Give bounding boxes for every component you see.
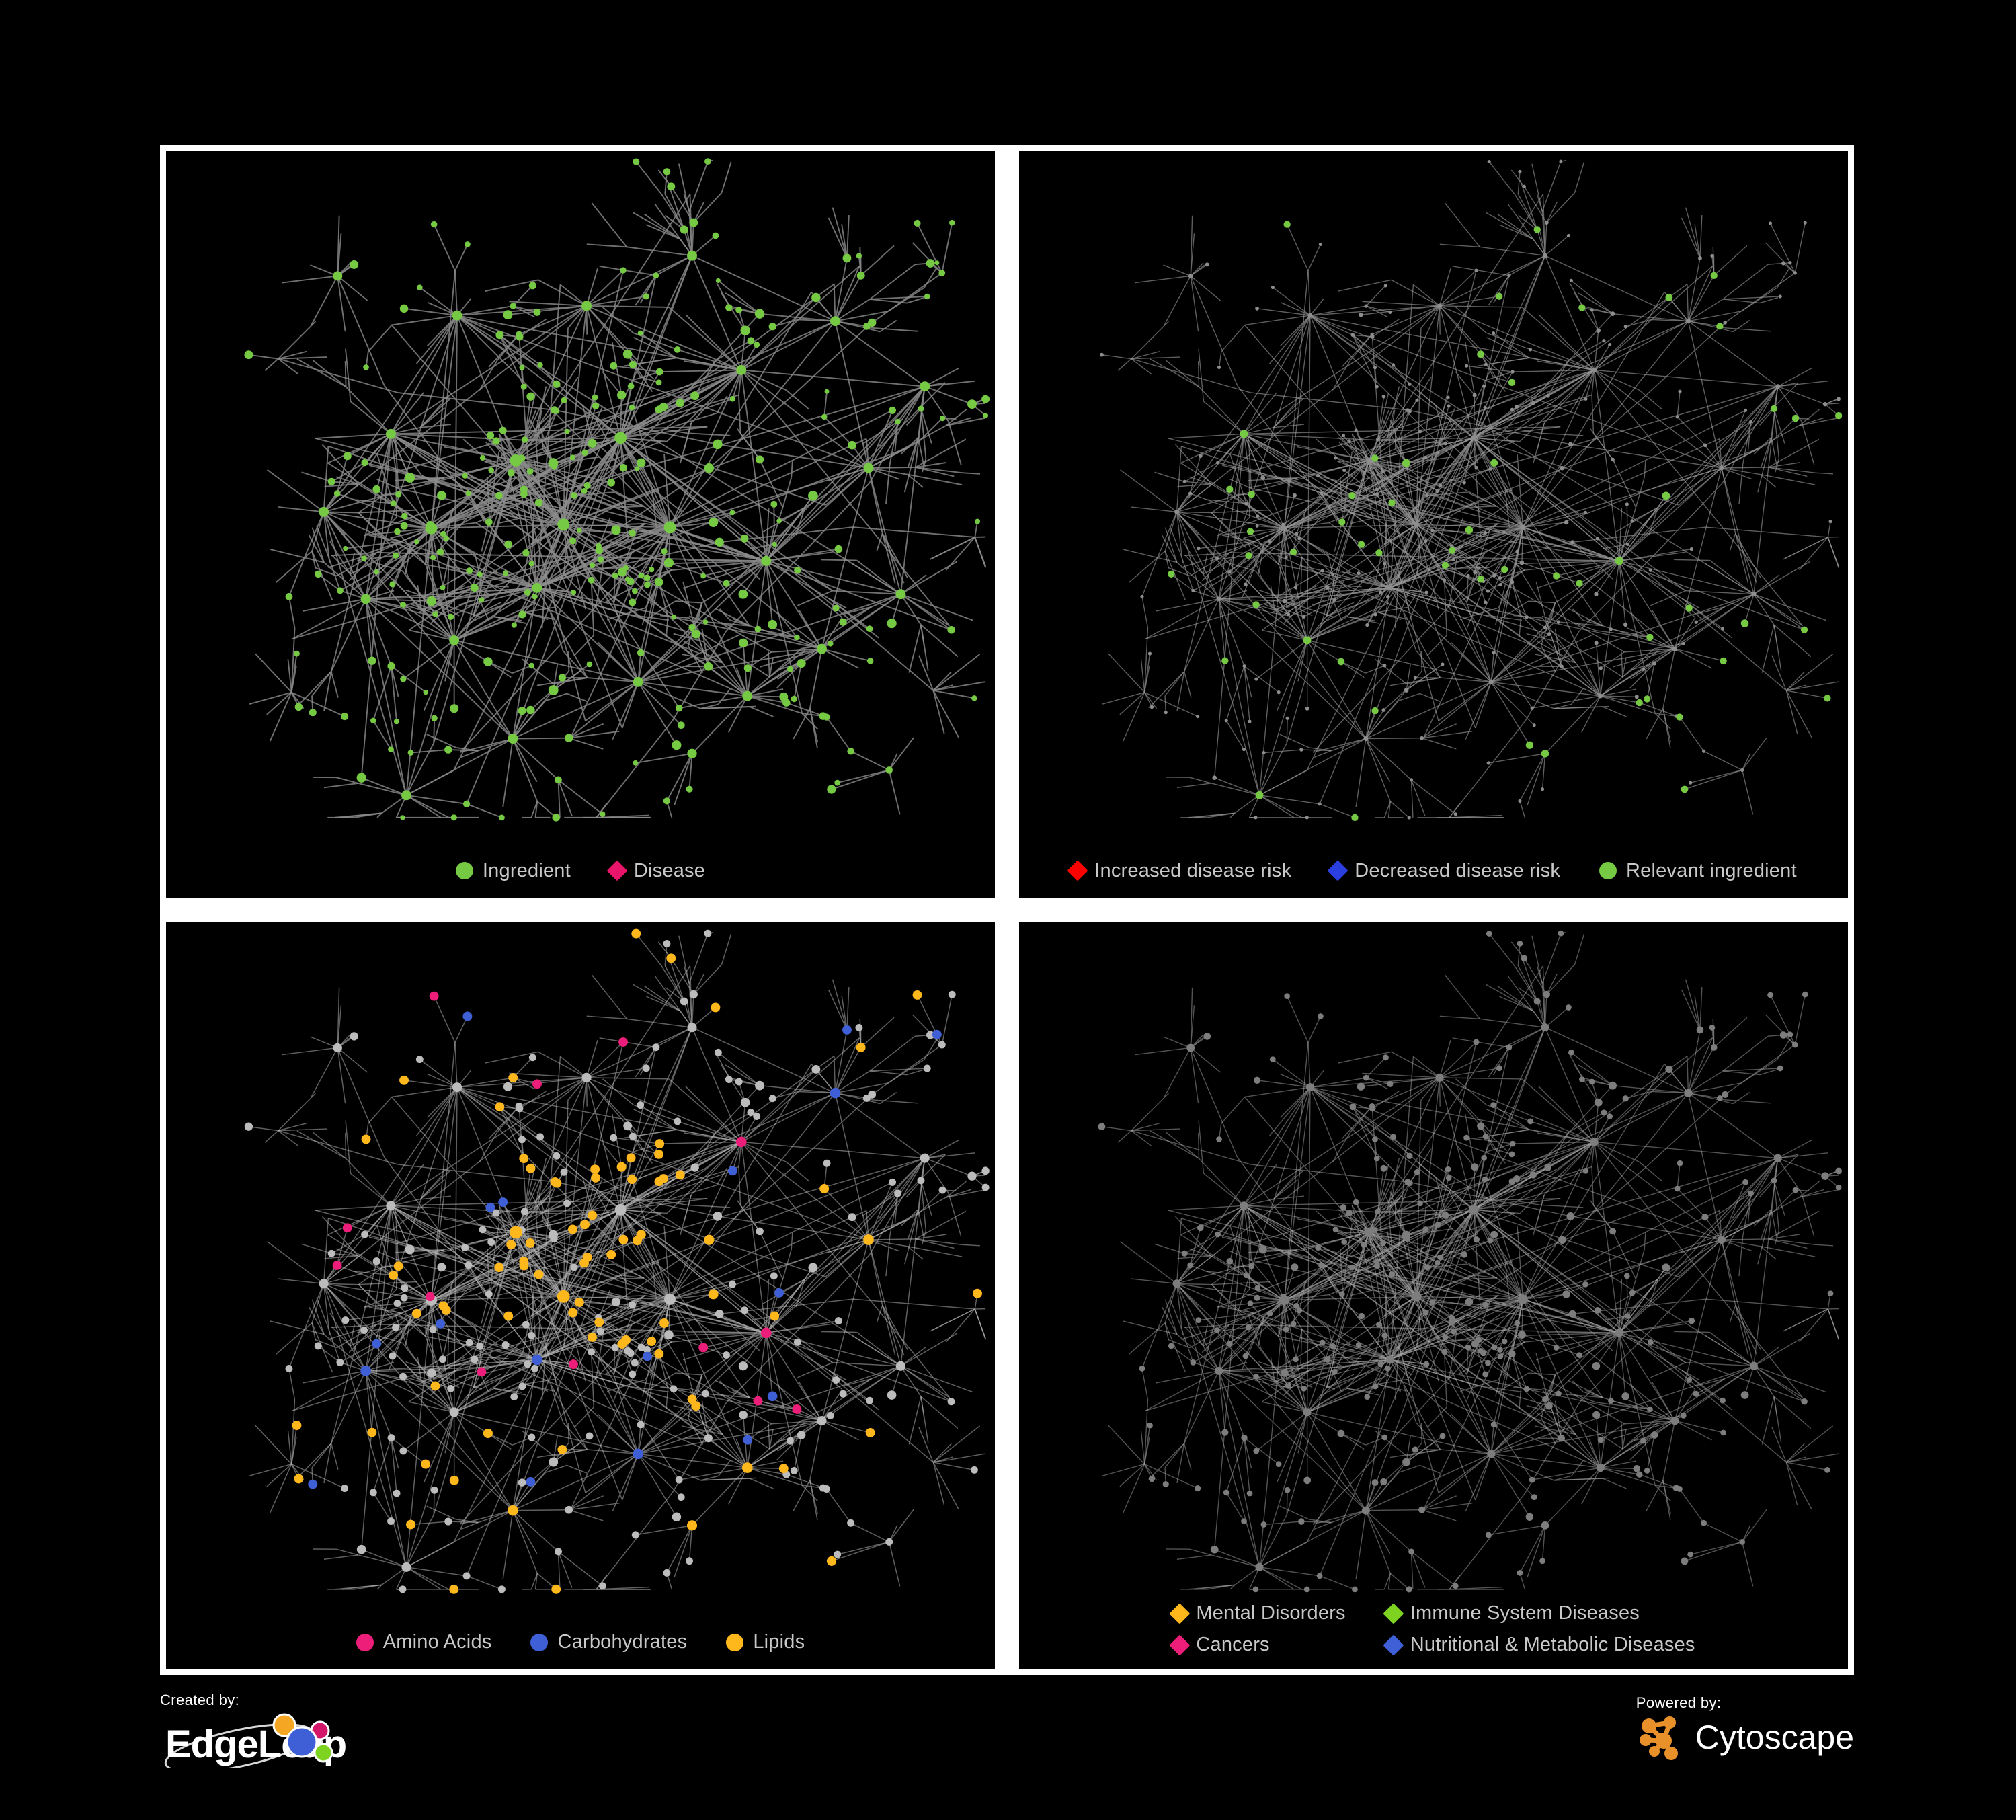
legend-lipids: Lipids — [726, 1632, 805, 1652]
network-svg-3 — [1019, 922, 1848, 1669]
footer-branding: Created by: EdgeLeap — [160, 1688, 1854, 1798]
edgeleap-wordmark-and-nodes: EdgeLeap — [164, 1713, 347, 1768]
edgeleap-logo[interactable]: Created by: EdgeLeap — [160, 1692, 362, 1768]
legend-carbohydrates: Carbohydrates — [530, 1632, 687, 1652]
edgeleap-node-blue — [286, 1726, 318, 1758]
panel-nutrient-classes[interactable]: Amino Acids Carbohydrates Lipids — [160, 916, 1001, 1675]
legend-carbohydrates-circle-icon — [530, 1633, 549, 1651]
legend-immune-system-diseases-diamond-icon — [1383, 1602, 1404, 1624]
network-edges — [248, 931, 986, 1590]
cytoscape-glyph-icon — [1639, 1716, 1678, 1760]
panel-disease-risk[interactable]: Increased disease risk Decreased disease … — [1013, 145, 1854, 904]
network-nodes — [244, 151, 990, 822]
network-edges — [1101, 931, 1839, 1590]
legend-amino-acids: Amino Acids — [356, 1632, 492, 1652]
edgeleap-node-orange — [272, 1713, 296, 1737]
network-nodes — [244, 922, 990, 1594]
legend-ingredient-label: Ingredient — [482, 859, 571, 881]
network-svg-0 — [166, 151, 995, 898]
legend-ingredient-disease: Ingredient Disease — [166, 859, 995, 881]
legend-increased-disease-risk-diamond-icon — [1067, 860, 1088, 881]
network-canvas-ingredient-disease — [166, 151, 995, 898]
legend-ingredient: Ingredient — [455, 859, 571, 881]
legend-amino-acids-label: Amino Acids — [382, 1631, 492, 1653]
cytoscape-wordmark: Cytoscape — [1695, 1718, 1854, 1756]
network-canvas-disease-risk — [1019, 151, 1848, 898]
legend-mental-disorders-diamond-icon — [1168, 1602, 1190, 1624]
network-nodes — [1098, 922, 1842, 1593]
panel-ingredient-disease[interactable]: Ingredient Disease — [160, 145, 1001, 904]
network-canvas-disease-classes — [1019, 922, 1848, 1670]
network-svg-1 — [1019, 151, 1848, 898]
legend-increased-disease-risk: Increased disease risk — [1067, 859, 1292, 881]
created-by-label: Created by: — [160, 1692, 240, 1708]
network-svg-2 — [166, 922, 995, 1669]
legend-immune-system-diseases-label: Immune System Diseases — [1410, 1602, 1640, 1624]
network-edges — [1101, 159, 1839, 818]
legend-disease-risk: Increased disease risk Decreased disease … — [1019, 859, 1848, 881]
legend-relevant-ingredient: Relevant ingredient — [1599, 861, 1797, 881]
legend-decreased-disease-risk-diamond-icon — [1327, 860, 1348, 881]
panel-disease-classes[interactable]: Mental Disorders Immune System Diseases Ca… — [1013, 916, 1854, 1675]
legend-nutritional-metabolic-diseases: Nutritional & Metabolic Diseases — [1383, 1634, 1695, 1656]
legend-lipids-label: Lipids — [753, 1631, 805, 1653]
legend-increased-disease-risk-label: Increased disease risk — [1094, 859, 1292, 881]
legend-nutrient-classes: Amino Acids Carbohydrates Lipids — [166, 1632, 995, 1652]
legend-mental-disorders: Mental Disorders — [1168, 1602, 1346, 1624]
legend-relevant-ingredient-circle-icon — [1599, 862, 1617, 879]
legend-immune-system-diseases: Immune System Diseases — [1383, 1602, 1695, 1624]
network-canvas-nutrient-classes — [166, 922, 995, 1670]
panel-grid: Ingredient Disease Increased disease risk… — [160, 145, 1854, 1675]
edgeleap-node-green — [313, 1743, 333, 1763]
legend-cancers: Cancers — [1168, 1634, 1345, 1656]
legend-decreased-disease-risk: Decreased disease risk — [1327, 859, 1561, 881]
powered-by-label: Powered by: — [1636, 1694, 1722, 1711]
legend-carbohydrates-label: Carbohydrates — [557, 1631, 688, 1653]
legend-nutritional-metabolic-diseases-label: Nutritional & Metabolic Diseases — [1410, 1634, 1695, 1655]
legend-cancers-diamond-icon — [1168, 1634, 1190, 1656]
legend-relevant-ingredient-label: Relevant ingredient — [1626, 859, 1797, 881]
legend-ingredient-circle-icon — [455, 862, 473, 879]
legend-nutritional-metabolic-diseases-diamond-icon — [1383, 1634, 1404, 1656]
legend-disease-classes: Mental Disorders Immune System Diseases Ca… — [1145, 1602, 1722, 1656]
legend-cancers-label: Cancers — [1196, 1634, 1270, 1655]
cytoscape-logo[interactable]: Powered by: — [1636, 1694, 1854, 1762]
legend-amino-acids-circle-icon — [356, 1633, 374, 1651]
legend-disease-label: Disease — [633, 859, 706, 881]
legend-disease: Disease — [606, 859, 706, 881]
legend-mental-disorders-label: Mental Disorders — [1196, 1602, 1346, 1624]
legend-lipids-circle-icon — [726, 1633, 744, 1651]
legend-disease-diamond-icon — [606, 860, 628, 881]
legend-decreased-disease-risk-label: Decreased disease risk — [1355, 859, 1561, 881]
